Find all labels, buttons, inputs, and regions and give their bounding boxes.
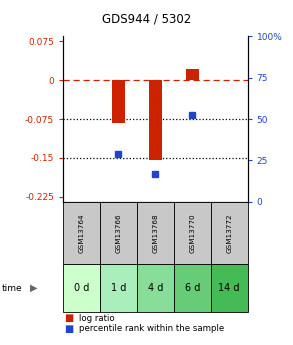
- Text: GSM13770: GSM13770: [189, 213, 195, 253]
- Text: GSM13764: GSM13764: [79, 213, 84, 253]
- Text: 14 d: 14 d: [218, 283, 240, 293]
- Text: GSM13768: GSM13768: [152, 213, 158, 253]
- Text: percentile rank within the sample: percentile rank within the sample: [79, 324, 224, 333]
- Text: ■: ■: [64, 314, 74, 323]
- Bar: [186, 69, 199, 80]
- Bar: [149, 80, 162, 160]
- Text: 1 d: 1 d: [111, 283, 126, 293]
- Text: 0 d: 0 d: [74, 283, 89, 293]
- Text: time: time: [1, 284, 22, 293]
- Bar: [112, 80, 125, 123]
- Text: 4 d: 4 d: [148, 283, 163, 293]
- Text: 6 d: 6 d: [185, 283, 200, 293]
- Text: ▶: ▶: [30, 283, 38, 293]
- Text: ■: ■: [64, 324, 74, 334]
- Text: GSM13766: GSM13766: [115, 213, 121, 253]
- Text: log ratio: log ratio: [79, 314, 115, 323]
- Text: GSM13772: GSM13772: [226, 213, 232, 253]
- Text: GDS944 / 5302: GDS944 / 5302: [102, 12, 191, 25]
